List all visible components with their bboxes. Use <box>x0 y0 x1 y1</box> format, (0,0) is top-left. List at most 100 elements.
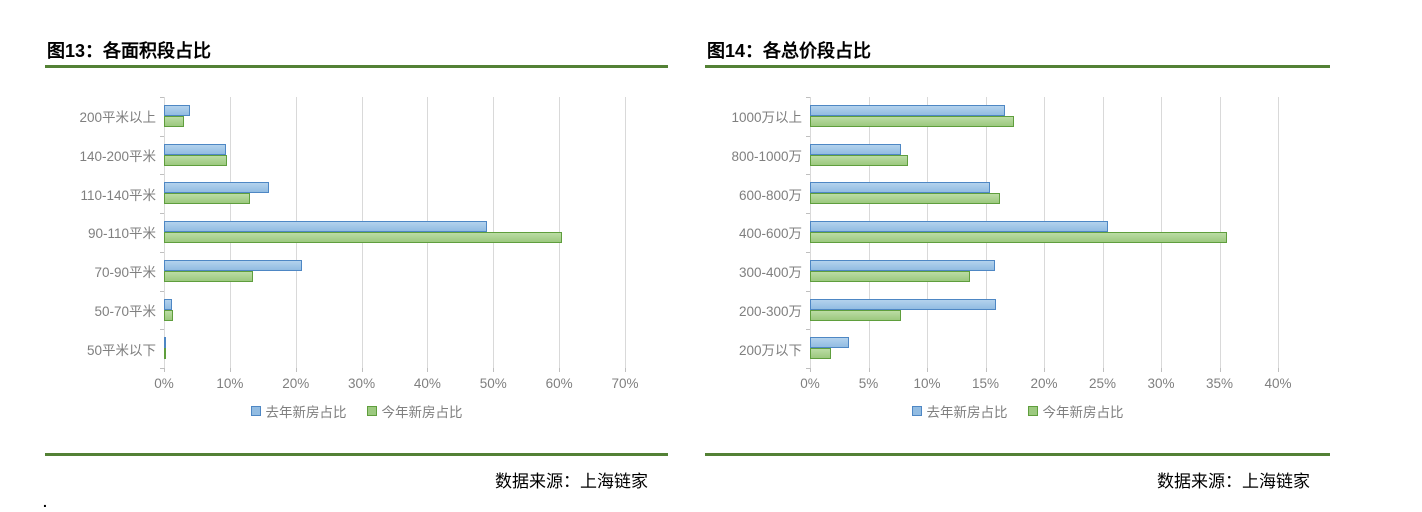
category-row: 1000万以上 <box>731 97 1278 136</box>
legend-item: 今年新房占比 <box>366 401 463 421</box>
chart-panel-price-segments: 图14：各总价段占比 0% 5% 10% 15% 20% 25% 30% 35% 40% 1000… <box>705 0 1330 512</box>
legend-label: 去年新房占比 <box>926 405 1008 420</box>
y-axis-tick <box>160 135 164 137</box>
x-tick-label: 25% <box>1088 376 1117 391</box>
bar <box>810 105 1006 116</box>
bottom-rule <box>705 453 1330 456</box>
x-axis-tick <box>361 368 363 372</box>
x-tick-label: 70% <box>611 376 639 391</box>
bar <box>810 221 1109 233</box>
bar <box>810 337 849 349</box>
bar <box>164 298 172 310</box>
x-axis-tick <box>229 368 231 372</box>
category-row: 140-200平米 <box>79 136 625 175</box>
bar <box>164 309 174 321</box>
category-row: 200万以下 <box>739 329 1278 368</box>
chart-title: 图14：各总价段占比 <box>707 40 872 61</box>
category-label: 70-90平米 <box>94 265 156 281</box>
x-axis-tick <box>927 368 928 372</box>
x-tick-label: 0% <box>154 376 174 391</box>
x-tick-label: 50% <box>479 376 507 391</box>
category-label: 400-600万 <box>738 226 802 242</box>
legend-swatch-icon <box>366 406 377 416</box>
y-axis-tick <box>160 251 164 253</box>
bar <box>164 105 191 116</box>
gridline <box>625 97 626 368</box>
legend-swatch-icon <box>1027 406 1038 416</box>
x-axis-tick <box>1044 368 1045 372</box>
x-axis-tick <box>559 368 561 372</box>
x-tick-label: 15% <box>971 376 1000 391</box>
y-axis-tick <box>160 329 164 331</box>
bar <box>164 182 270 194</box>
category-label: 600-800万 <box>738 187 802 203</box>
bar <box>810 182 991 194</box>
x-tick-label: 10% <box>216 376 244 391</box>
gridline <box>1278 97 1279 368</box>
bar <box>810 193 1000 205</box>
y-axis-tick <box>806 174 810 176</box>
title-rule <box>45 65 668 68</box>
y-axis-tick <box>160 213 164 215</box>
category-label: 200-300万 <box>738 303 802 319</box>
bar <box>164 221 487 233</box>
y-axis-tick <box>160 97 164 98</box>
category-label: 1000万以上 <box>731 110 802 126</box>
bar <box>164 143 226 155</box>
bar <box>810 309 902 321</box>
x-tick-label: 0% <box>800 376 820 391</box>
footnote-period: . <box>43 494 47 510</box>
x-tick-label: 20% <box>1030 376 1058 391</box>
plot-area: 0% 10% 20% 30% 40% 50% 60% 70% 200平米以上 140-200平米 1… <box>79 97 639 391</box>
bar <box>810 259 995 271</box>
legend-item: 去年新房占比 <box>911 401 1008 421</box>
category-label: 50-70平米 <box>94 303 156 319</box>
legend-swatch-icon <box>250 406 261 416</box>
bar <box>810 116 1014 127</box>
x-axis-tick <box>427 368 429 372</box>
title-rule <box>705 65 1330 68</box>
y-axis-tick <box>806 213 810 215</box>
bar <box>810 232 1227 244</box>
x-axis-tick <box>295 368 297 372</box>
category-label: 800-1000万 <box>731 149 802 165</box>
y-axis-tick <box>160 290 164 292</box>
legend-label: 去年新房占比 <box>265 405 347 420</box>
x-tick-label: 35% <box>1205 376 1234 391</box>
x-axis-tick <box>985 368 987 372</box>
bar <box>164 232 563 244</box>
bar <box>164 193 250 205</box>
x-tick-label: 30% <box>1147 376 1175 391</box>
category-row: 110-140平米 <box>80 174 625 213</box>
bar <box>164 116 184 127</box>
bar <box>810 348 832 360</box>
category-row: 90-110平米 <box>88 213 625 252</box>
y-axis-tick <box>806 329 810 331</box>
chart-title: 图13：各面积段占比 <box>47 40 212 61</box>
legend: 去年新房占比 今年新房占比 <box>45 402 668 420</box>
bar <box>810 143 902 155</box>
category-row: 400-600万 <box>739 213 1278 252</box>
x-tick-label: 60% <box>545 376 573 391</box>
y-axis-tick <box>806 368 810 369</box>
source-label: 数据来源：上海链家 <box>1157 472 1310 491</box>
x-axis-tick <box>1219 368 1221 372</box>
category-label: 110-140平米 <box>80 187 156 203</box>
category-label: 50平米以下 <box>86 342 156 358</box>
x-axis-tick <box>868 368 870 372</box>
x-axis-tick <box>810 368 811 372</box>
x-axis-tick <box>493 368 495 372</box>
x-axis-tick <box>1161 368 1162 372</box>
legend-swatch-icon <box>911 406 922 416</box>
source-label: 数据来源：上海链家 <box>495 472 648 491</box>
bar <box>164 270 253 282</box>
y-axis-tick <box>806 135 810 137</box>
plot-area: 0% 5% 10% 15% 20% 25% 30% 35% 40% 1000万以上 800-1000… <box>731 97 1292 391</box>
legend-label: 今年新房占比 <box>1042 405 1124 420</box>
legend-item: 去年新房占比 <box>250 401 347 421</box>
bar <box>164 348 166 360</box>
x-tick-label: 30% <box>348 376 376 391</box>
x-tick-label: 20% <box>282 376 310 391</box>
category-row: 200-300万 <box>739 291 1278 330</box>
chart-panel-area-segments: 图13：各面积段占比 0% 10% 20% 30% 40% 50% 60% 70% 200平米以… <box>45 0 668 512</box>
